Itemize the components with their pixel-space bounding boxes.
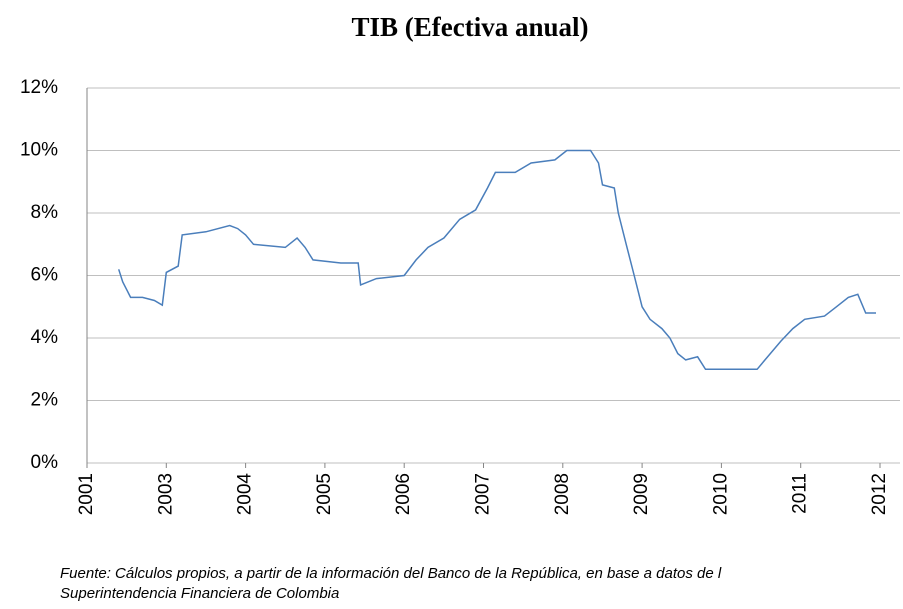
x-tick-label: 2010: [710, 473, 731, 515]
data-line: [117, 149, 876, 371]
x-tick-label: 2007: [473, 473, 494, 515]
y-tick-label: 6%: [31, 265, 59, 286]
y-tick-label: 10%: [20, 140, 58, 161]
source-note: Superintendencia Financiera de Colombia: [60, 585, 339, 602]
y-tick-label: 2%: [31, 390, 59, 411]
x-tick-label: 2009: [631, 473, 652, 515]
x-tick-label: 2012: [869, 473, 890, 515]
x-tick-label: 2001: [76, 473, 97, 515]
x-tick-label: 2004: [235, 473, 256, 516]
x-tick-label: 2003: [155, 473, 176, 515]
chart-title: TIB (Efectiva anual): [351, 12, 588, 42]
x-tick-label: 2005: [314, 473, 335, 515]
x-tick-label: 2008: [552, 473, 573, 515]
y-tick-label: 8%: [31, 202, 59, 223]
y-tick-label: 12%: [20, 77, 58, 98]
source-note: Fuente: Cálculos propios, a partir de la…: [60, 565, 722, 582]
y-tick-label: 0%: [31, 452, 59, 473]
y-tick-label: 4%: [31, 327, 59, 348]
x-tick-label: 2006: [393, 473, 414, 515]
x-tick-label: 2011: [790, 473, 811, 514]
